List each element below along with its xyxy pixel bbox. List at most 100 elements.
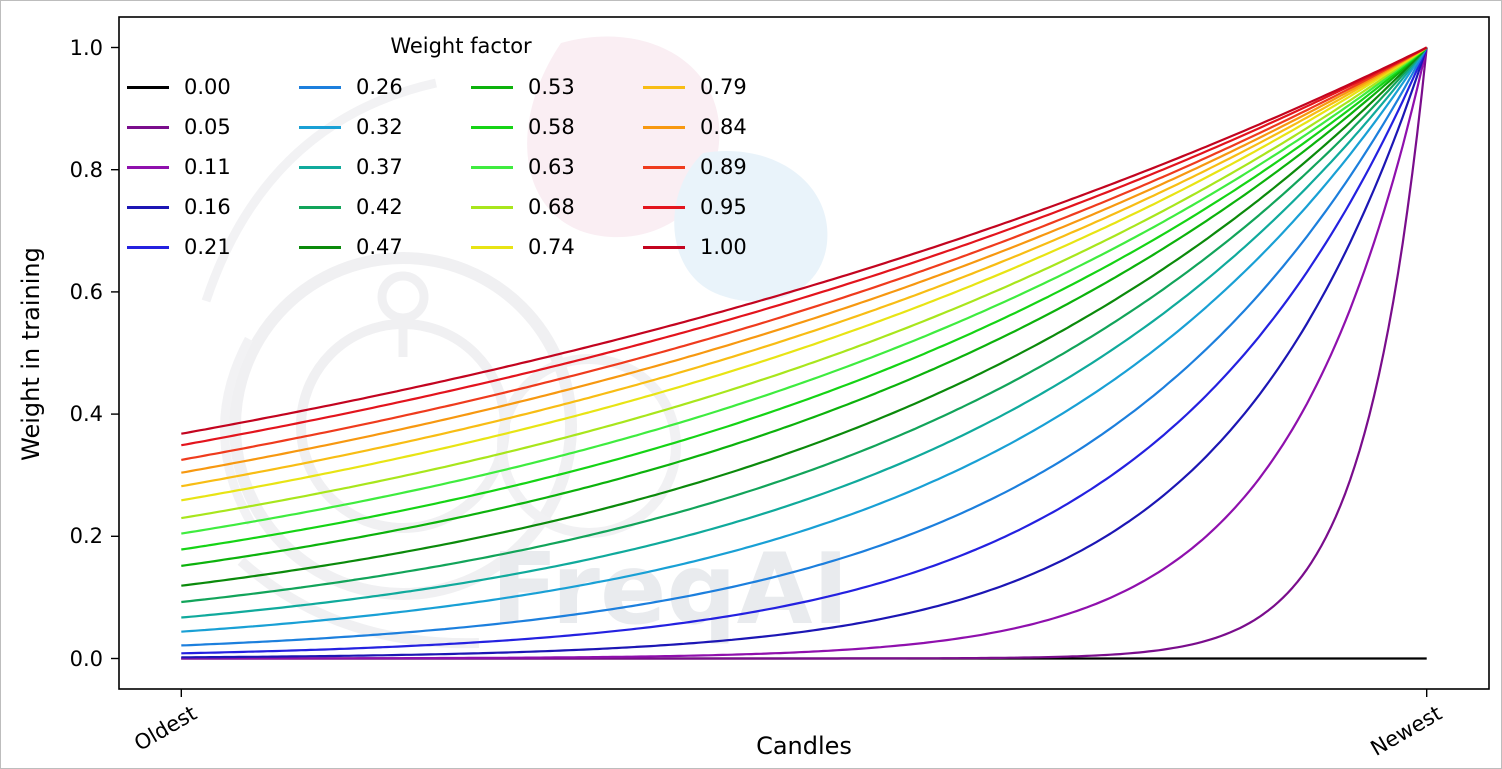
series-curves [181, 46, 1428, 660]
legend-item: 0.11 [127, 155, 299, 179]
series-line-0.32 [181, 46, 1428, 633]
watermark-arc-top [201, 78, 437, 303]
y-tick-label: 0.8 [69, 157, 103, 182]
legend-item: 0.53 [471, 75, 643, 99]
legend-label: 0.21 [184, 235, 231, 259]
legend-line-swatch [471, 125, 513, 129]
legend-label: 0.79 [700, 75, 747, 99]
legend-item: 1.00 [643, 235, 815, 259]
legend: Weight factor 0.00 0.05 0.11 0.16 0.21 0.26 0.… [127, 31, 795, 267]
watermark-leaf-blue [674, 150, 828, 302]
series-line-0.16 [181, 47, 1428, 659]
legend-item: 0.89 [643, 155, 815, 179]
series-line-0.37 [181, 46, 1428, 619]
series-line-1.00 [181, 46, 1428, 435]
legend-line-swatch [127, 245, 169, 249]
legend-label: 0.16 [184, 195, 231, 219]
legend-label: 0.58 [528, 115, 575, 139]
legend-label: 0.26 [356, 75, 403, 99]
watermark-stopwatch-crown [377, 271, 429, 323]
legend-item: 0.68 [471, 195, 643, 219]
axes [111, 16, 1490, 697]
legend-item: 0.95 [643, 195, 815, 219]
legend-item: 0.26 [299, 75, 471, 99]
legend-label: 0.47 [356, 235, 403, 259]
legend-line-swatch [471, 85, 513, 89]
legend-item: 0.37 [299, 155, 471, 179]
legend-label: 0.95 [700, 195, 747, 219]
freqai-watermark: FreqAI [201, 36, 849, 649]
legend-label: 0.53 [528, 75, 575, 99]
legend-line-swatch [299, 85, 341, 89]
legend-label: 0.37 [356, 155, 403, 179]
series-line-0.84 [181, 46, 1428, 474]
axes-spines [118, 16, 1490, 690]
legend-line-swatch [127, 125, 169, 129]
watermark-circle-outer [229, 252, 577, 600]
legend-line-swatch [643, 165, 685, 169]
legend-line-swatch [643, 245, 685, 249]
legend-label: 0.84 [700, 115, 747, 139]
legend-item: 0.79 [643, 75, 815, 99]
legend-line-swatch [127, 85, 169, 89]
series-line-0.89 [181, 46, 1428, 461]
legend-line-swatch [643, 85, 685, 89]
legend-item: 0.63 [471, 155, 643, 179]
legend-label: 0.00 [184, 75, 231, 99]
legend-line-swatch [643, 205, 685, 209]
series-line-0.58 [181, 46, 1428, 551]
legend-label: 0.11 [184, 155, 231, 179]
watermark-circle-right [497, 354, 681, 538]
legend-item: 0.47 [299, 235, 471, 259]
legend-label: 0.68 [528, 195, 575, 219]
legend-line-swatch [299, 245, 341, 249]
legend-item: 0.84 [643, 115, 815, 139]
legend-label: 0.63 [528, 155, 575, 179]
y-tick-label: 0.4 [69, 402, 103, 427]
y-tick-label: 0.0 [69, 646, 103, 671]
legend-item: 0.05 [127, 115, 299, 139]
legend-line-swatch [127, 205, 169, 209]
legend-label: 0.42 [356, 195, 403, 219]
legend-line-swatch [299, 205, 341, 209]
series-line-0.42 [181, 46, 1428, 604]
series-line-0.63 [181, 46, 1428, 535]
series-line-0.53 [181, 46, 1428, 567]
legend-label: 0.32 [356, 115, 403, 139]
y-axis-label: Weight in training [17, 247, 45, 461]
legend-line-swatch [471, 245, 513, 249]
series-line-0.21 [181, 47, 1428, 655]
legend-label: 0.05 [184, 115, 231, 139]
series-line-0.74 [181, 46, 1428, 502]
legend-item: 0.16 [127, 195, 299, 219]
legend-line-swatch [471, 165, 513, 169]
watermark-arc-left [220, 336, 255, 526]
y-tick-label: 0.6 [69, 279, 103, 304]
series-line-0.68 [181, 46, 1428, 520]
watermark-swoosh-bottom [237, 557, 480, 649]
legend-item: 0.21 [127, 235, 299, 259]
watermark-text: FreqAI [491, 533, 849, 647]
legend-label: 1.00 [700, 235, 747, 259]
legend-item: 0.74 [471, 235, 643, 259]
legend-title: Weight factor [390, 34, 532, 58]
legend-line-swatch [299, 165, 341, 169]
y-tick-label: 0.2 [69, 524, 103, 549]
legend-item: 0.42 [299, 195, 471, 219]
legend-line-swatch [471, 205, 513, 209]
legend-item: 0.32 [299, 115, 471, 139]
legend-line-swatch [127, 165, 169, 169]
series-line-0.11 [181, 47, 1428, 660]
legend-item: 0.58 [471, 115, 643, 139]
y-tick-label: 1.0 [69, 35, 103, 60]
legend-item: 0.00 [127, 75, 299, 99]
legend-label: 0.74 [528, 235, 575, 259]
legend-line-swatch [299, 125, 341, 129]
legend-label: 0.89 [700, 155, 747, 179]
series-line-0.95 [181, 46, 1428, 447]
legend-grid: 0.00 0.05 0.11 0.16 0.21 0.26 0.32 0.37 0.42 0.47… [127, 67, 795, 267]
legend-line-swatch [643, 125, 685, 129]
series-line-0.79 [181, 46, 1428, 488]
